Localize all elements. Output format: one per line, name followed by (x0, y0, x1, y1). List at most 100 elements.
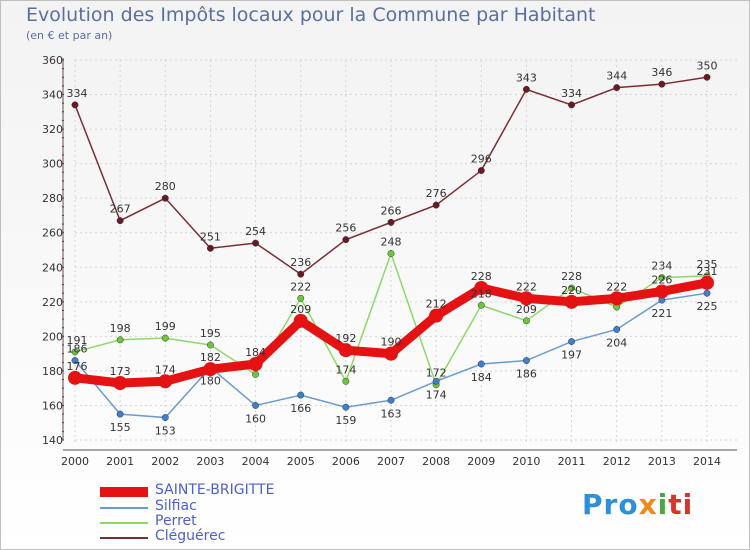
data-label: 350 (697, 59, 718, 72)
y-tick-label: 300 (42, 158, 63, 171)
data-point-sainte-brigitte (384, 346, 398, 361)
x-tick-label: 2002 (151, 455, 179, 468)
data-label: 173 (110, 365, 131, 378)
data-point-cleguerec (432, 201, 440, 209)
data-label: 197 (561, 349, 582, 362)
legend-item: Perret (100, 513, 340, 529)
data-label: 251 (200, 230, 221, 243)
data-point-cleguerec (477, 167, 485, 174)
data-label: 192 (335, 332, 356, 345)
x-tick-label: 2005 (287, 455, 315, 468)
legend-swatch (100, 522, 148, 524)
data-point-cleguerec (703, 73, 711, 81)
data-point-silfiac (477, 360, 485, 368)
data-label: 334 (67, 87, 88, 100)
data-label: 190 (381, 336, 402, 349)
data-point-cleguerec (568, 101, 576, 109)
data-point-cleguerec (658, 80, 666, 88)
legend-item: Cléguérec (100, 528, 340, 544)
data-label: 334 (561, 87, 582, 100)
data-label: 182 (200, 351, 221, 364)
data-label: 254 (245, 225, 266, 238)
data-label: 235 (697, 258, 718, 271)
data-label: 176 (67, 360, 88, 373)
data-label: 236 (290, 256, 311, 269)
logo-part: i (657, 488, 669, 521)
data-point-silfiac (297, 391, 305, 399)
y-tick-label: 160 (42, 399, 63, 412)
x-tick-label: 2006 (332, 455, 360, 468)
data-label: 209 (516, 303, 537, 316)
data-label: 212 (426, 298, 447, 311)
data-label: 226 (651, 273, 672, 286)
data-label: 163 (381, 407, 402, 420)
y-tick-label: 180 (42, 365, 63, 378)
data-label: 166 (290, 402, 311, 415)
data-point-silfiac (432, 377, 440, 385)
y-tick-label: 320 (42, 123, 63, 136)
data-label: 160 (245, 412, 266, 425)
y-tick-label: 340 (42, 89, 63, 102)
data-point-sainte-brigitte (474, 281, 489, 295)
legend-label: Cléguérec (155, 528, 226, 544)
y-tick-label: 220 (42, 296, 63, 309)
data-point-cleguerec (116, 217, 124, 225)
legend-item: SAINTE-BRIGITTE (100, 482, 340, 498)
data-label: 218 (471, 287, 492, 300)
x-tick-label: 2004 (242, 455, 270, 468)
data-point-silfiac (387, 396, 395, 404)
data-point-sainte-brigitte (564, 294, 579, 309)
data-point-perret (252, 370, 260, 378)
data-point-sainte-brigitte (654, 284, 669, 299)
x-tick-label: 2000 (61, 455, 89, 468)
data-label: 267 (110, 203, 131, 216)
data-point-cleguerec (206, 244, 214, 252)
data-point-cleguerec (252, 239, 260, 247)
data-label: 186 (67, 343, 88, 356)
data-label: 234 (651, 260, 672, 273)
data-label: 296 (471, 153, 492, 166)
data-point-silfiac (252, 402, 260, 409)
data-label: 222 (606, 280, 627, 293)
data-label: 184 (245, 346, 266, 359)
data-label: 276 (426, 187, 447, 200)
data-label: 191 (67, 334, 88, 347)
x-tick-label: 2009 (467, 455, 495, 468)
data-label: 172 (426, 367, 447, 380)
x-tick-label: 2013 (648, 455, 676, 468)
logo-part: ti (668, 488, 694, 521)
x-tick-label: 2010 (512, 455, 540, 468)
data-point-silfiac (613, 326, 621, 333)
proxiti-logo: Proxiti (582, 488, 693, 521)
data-label: 198 (110, 322, 131, 335)
data-label: 204 (606, 336, 627, 349)
chart-title: Evolution des Impôts locaux pour la Comm… (26, 4, 596, 26)
data-point-sainte-brigitte (609, 291, 624, 306)
data-label: 174 (155, 363, 176, 376)
data-point-silfiac (342, 403, 350, 411)
data-label: 343 (516, 71, 537, 84)
x-tick-label: 2014 (693, 455, 721, 468)
data-point-silfiac (161, 414, 169, 421)
data-label: 280 (155, 180, 176, 193)
data-point-sainte-brigitte (203, 362, 218, 377)
data-point-cleguerec (297, 270, 305, 278)
data-point-perret (206, 341, 214, 349)
data-point-sainte-brigitte (113, 376, 128, 390)
data-point-perret (522, 317, 530, 325)
x-tick-label: 2012 (603, 455, 631, 468)
data-label: 153 (155, 425, 176, 438)
data-label: 222 (516, 280, 537, 293)
legend-item: Silfiac (100, 498, 340, 514)
data-label: 228 (471, 270, 492, 283)
logo-part: Pro (582, 488, 639, 521)
y-tick-label: 140 (42, 434, 63, 447)
data-point-sainte-brigitte (68, 370, 82, 385)
legend-swatch (100, 507, 148, 509)
data-label: 195 (200, 327, 221, 340)
data-point-perret (297, 294, 305, 302)
data-label: 155 (110, 421, 131, 434)
data-point-cleguerec (161, 194, 169, 202)
data-label: 228 (561, 270, 582, 283)
